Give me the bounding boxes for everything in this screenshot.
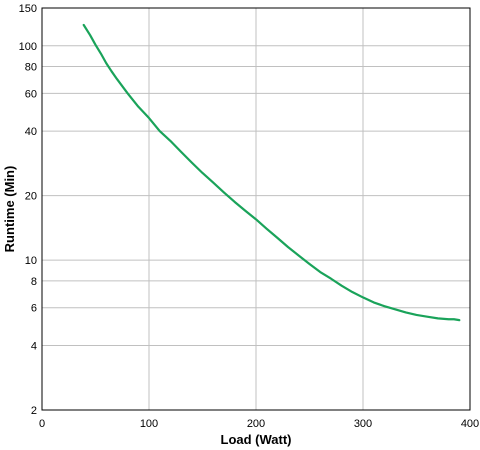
plot-border [41, 7, 471, 411]
series-line [82, 23, 461, 322]
y-tick-label: 8 [31, 276, 37, 288]
y-tick-label: 6 [31, 303, 37, 315]
x-axis-ticks: 0 100 200 300 400 [39, 418, 479, 430]
y-tick-label: 2 [31, 405, 37, 417]
y-tick-label: 20 [25, 191, 37, 203]
x-axis-title: Load (Watt) [221, 432, 292, 447]
y-tick-label: 150 [19, 3, 37, 15]
y-axis-title: Runtime (Min) [2, 166, 17, 253]
y-tick-label: 60 [25, 88, 37, 100]
y-tick-label: 4 [31, 340, 37, 352]
y-tick-label: 10 [25, 255, 37, 267]
x-tick-label: 200 [247, 418, 265, 430]
y-tick-label: 100 [19, 41, 37, 53]
x-tick-label: 100 [140, 418, 158, 430]
x-tick-label: 0 [39, 418, 45, 430]
y-tick-label: 80 [25, 62, 37, 74]
y-tick-label: 40 [25, 126, 37, 138]
x-tick-label: 300 [354, 418, 372, 430]
grid [41, 7, 471, 411]
y-axis-ticks: 2 4 6 8 10 20 40 60 80 100 150 [19, 3, 37, 417]
x-tick-label: 400 [461, 418, 479, 430]
